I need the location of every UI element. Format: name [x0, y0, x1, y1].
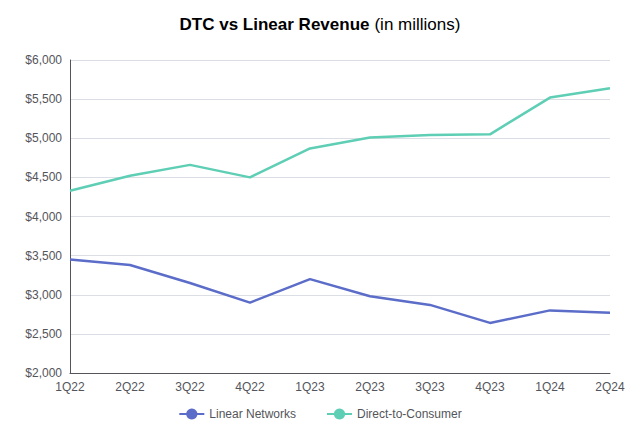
svg-text:2Q24: 2Q24 [595, 380, 625, 394]
svg-text:4Q22: 4Q22 [235, 380, 265, 394]
svg-text:4Q23: 4Q23 [475, 380, 505, 394]
svg-text:DTC vs Linear Revenue: DTC vs Linear Revenue [180, 15, 370, 34]
svg-text:2Q22: 2Q22 [115, 380, 145, 394]
svg-text:$6,000: $6,000 [25, 53, 62, 67]
svg-text:$3,500: $3,500 [25, 249, 62, 263]
svg-text:Linear Networks: Linear Networks [209, 407, 296, 421]
svg-text:2Q23: 2Q23 [355, 380, 385, 394]
svg-text:3Q23: 3Q23 [415, 380, 445, 394]
svg-text:$5,000: $5,000 [25, 131, 62, 145]
svg-text:$4,000: $4,000 [25, 210, 62, 224]
svg-text:$2,000: $2,000 [25, 366, 62, 380]
svg-text:3Q22: 3Q22 [175, 380, 205, 394]
svg-text:(in millions): (in millions) [374, 15, 460, 34]
svg-text:1Q22: 1Q22 [55, 380, 85, 394]
svg-text:1Q24: 1Q24 [535, 380, 565, 394]
svg-text:$4,500: $4,500 [25, 170, 62, 184]
svg-text:$5,500: $5,500 [25, 92, 62, 106]
svg-text:$2,500: $2,500 [25, 327, 62, 341]
svg-text:1Q23: 1Q23 [295, 380, 325, 394]
svg-text:$3,000: $3,000 [25, 288, 62, 302]
svg-text:Direct-to-Consumer: Direct-to-Consumer [357, 407, 462, 421]
